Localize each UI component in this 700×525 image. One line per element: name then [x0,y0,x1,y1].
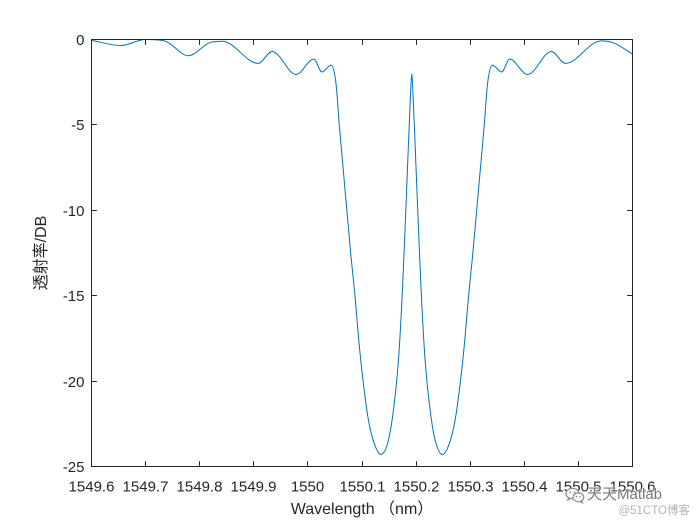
x-tick-label: 1549.9 [231,479,277,496]
x-tick-label: 1550.6 [610,479,656,496]
y-tick-label: -25 [63,459,85,476]
x-tick-label: 1550 [291,479,324,496]
x-axis-label: Wavelength （nm） [291,500,434,518]
x-tick-label: 1550.3 [448,479,494,496]
axes-box [91,39,633,467]
y-tick-labels: 0 -5 -10 -15 -20 -25 [63,32,85,476]
x-tick-labels: 1549.6 1549.7 1549.8 1549.9 1550 1550.1 1550.2… [69,479,656,496]
y-tick-label: -5 [71,117,84,134]
x-tick-label: 1549.7 [123,479,169,496]
y-tick-label: -15 [63,288,85,305]
x-tick-label: 1550.1 [340,479,386,496]
y-tick-label: -10 [63,203,85,220]
y-axis-label: 透射率/DB [32,216,50,291]
axes-background [91,39,633,467]
x-tick-label: 1549.8 [177,479,223,496]
wechat-icon [565,487,585,505]
y-tick-label: 0 [76,32,84,49]
y-tick-label: -20 [63,374,85,391]
x-tick-label: 1549.6 [69,479,115,496]
watermark-source: @51CTO博客 [618,505,690,517]
transmission-curve [91,39,633,456]
watermark-brand: 天天Matlab [587,486,663,503]
x-tick-label: 1550.2 [394,479,440,496]
x-tick-label: 1550.4 [502,479,548,496]
plot-series [91,39,633,456]
